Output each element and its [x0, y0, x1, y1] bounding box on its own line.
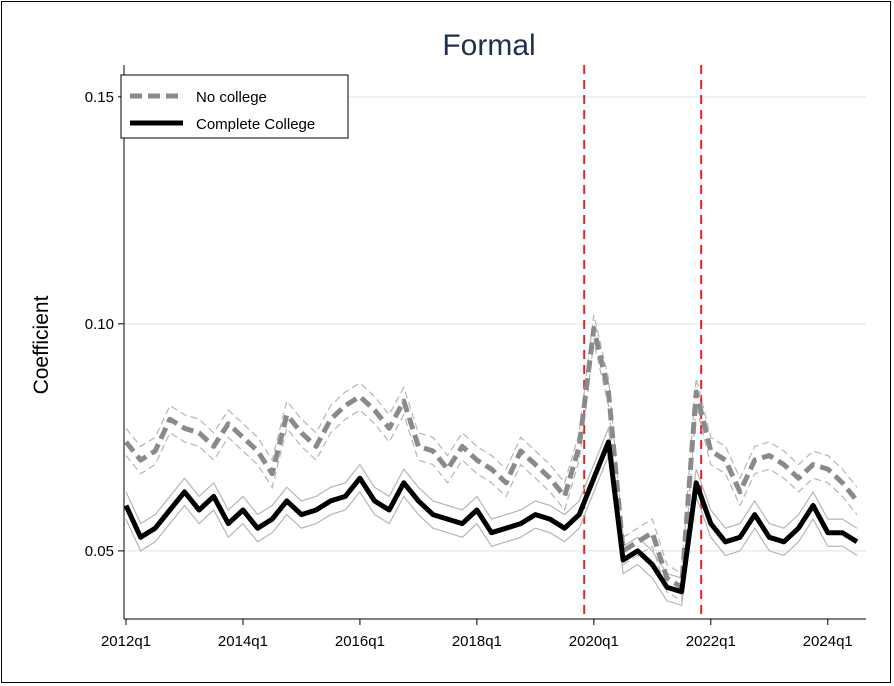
- legend-box: [120, 74, 349, 139]
- y-tick-label: 0.05: [85, 543, 114, 560]
- y-tick-label: 0.15: [85, 89, 114, 106]
- gridlines: [124, 96, 866, 552]
- x-tick-label: 2016q1: [335, 633, 385, 650]
- y-tick-label: 0.10: [85, 316, 114, 333]
- x-axis: 2012q1 2014q1 2016q1 2018q1 2020q1 2022q1 2024…: [101, 618, 866, 650]
- ci-lower: [125, 341, 858, 602]
- reference-lines: [583, 65, 703, 619]
- legend-label-complete-college: Complete College: [196, 116, 315, 133]
- series-line-no-college: [124, 325, 859, 590]
- ci-upper: [125, 425, 858, 579]
- legend: No college Complete College: [120, 74, 349, 139]
- y-axis: 0.05 0.10 0.15: [85, 65, 125, 619]
- x-tick-label: 2022q1: [686, 633, 736, 650]
- x-tick-label: 2012q1: [101, 633, 151, 650]
- legend-label-no-college: No college: [196, 89, 267, 106]
- x-tick-label: 2024q1: [803, 633, 853, 650]
- ci-upper: [125, 314, 858, 575]
- x-tick-label: 2020q1: [569, 633, 619, 650]
- x-tick-label: 2018q1: [452, 633, 502, 650]
- y-axis-label: Coefficient: [30, 295, 53, 394]
- chart-title: Formal: [442, 29, 535, 62]
- x-tick-label: 2014q1: [218, 633, 268, 650]
- series-group: [123, 314, 859, 607]
- ci-lower: [125, 453, 858, 607]
- series-line-complete-college: [123, 439, 859, 595]
